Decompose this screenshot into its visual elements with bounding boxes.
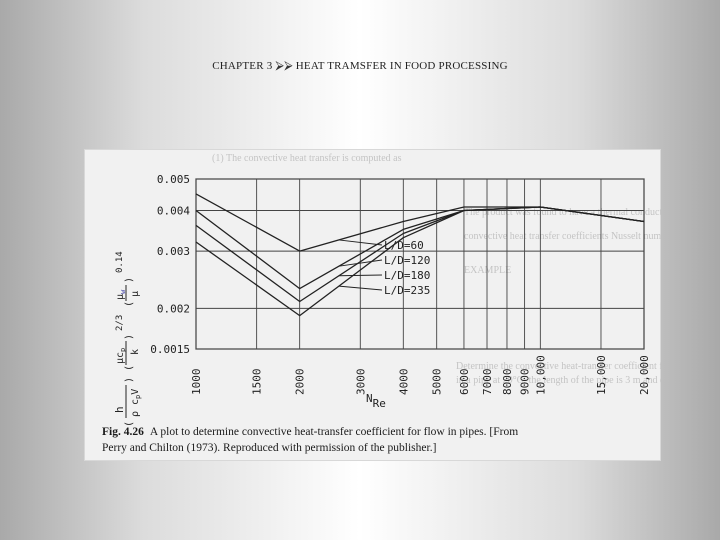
x-tick-labels: 1000 1500 2000 3000 4000 5000 6000 7000 8000 9000… xyxy=(190,355,651,395)
y-label-k: k xyxy=(130,349,141,355)
x-tick-label: 15,000 xyxy=(595,355,608,395)
figure-caption-line-2: Perry and Chilton (1973). Reproduced wit… xyxy=(102,442,436,454)
y-label-open-1: ( xyxy=(124,421,135,427)
x-tick-label: 2000 xyxy=(294,369,307,396)
background-text: (1) The convective heat transfer is comp… xyxy=(212,153,661,386)
slide-header: CHAPTER 3 ⮚⮚ HEAT TRAMSFER IN FOOD PROCE… xyxy=(0,58,720,73)
legend-label: L/D=180 xyxy=(384,269,430,282)
background-text-line: convective heat transfer coefficients Nu… xyxy=(464,231,661,242)
legend-leaders xyxy=(338,239,383,291)
chart-series xyxy=(195,193,645,317)
legend-label: L/D=120 xyxy=(384,254,430,267)
y-tick-label: 0.003 xyxy=(157,245,190,258)
caption-label: Fig. 4.26 xyxy=(102,426,144,438)
x-tick-label: 4000 xyxy=(397,369,410,396)
x-tick-label: 6000 xyxy=(458,369,471,396)
y-tick-label: 0.005 xyxy=(157,173,190,186)
legend-leader-line xyxy=(338,259,383,267)
arrow-bullet-icon: ⮚⮚ xyxy=(275,58,293,72)
series-line xyxy=(195,206,645,317)
x-tick-label: 7000 xyxy=(481,369,494,396)
y-tick-labels: 0.0015 0.002 0.003 0.004 0.005 xyxy=(150,173,190,356)
legend: L/D=60 L/D=120 L/D=180 L/D=235 xyxy=(384,239,430,297)
background-text-line: EXAMPLE xyxy=(464,265,511,276)
legend-label: L/D=60 xyxy=(384,239,424,252)
chapter-label: CHAPTER 3 xyxy=(212,60,273,72)
x-label-n: N xyxy=(366,392,373,405)
x-tick-label: 1500 xyxy=(251,369,264,396)
chart: 1000 1500 2000 3000 4000 5000 6000 7000 8000 9000… xyxy=(150,173,651,395)
y-label-close-3: ) xyxy=(124,277,135,283)
y-label-mu: μ xyxy=(130,291,141,297)
y-tick-label: 0.002 xyxy=(157,302,190,315)
chapter-title: HEAT TRAMSFER IN FOOD PROCESSING xyxy=(295,60,508,72)
y-label-exp-2: 0.14 xyxy=(115,251,125,273)
figure-canvas: (1) The convective heat transfer is comp… xyxy=(102,153,661,454)
y-label-close-2: ) xyxy=(124,334,135,340)
y-label-exp-1: 2/3 xyxy=(115,315,125,331)
x-tick-label: 5000 xyxy=(431,369,444,396)
y-label-open-3: ( xyxy=(124,301,135,307)
scanned-figure: (1) The convective heat transfer is comp… xyxy=(84,149,661,461)
x-axis-label: NRe xyxy=(366,392,386,410)
legend-leader-line xyxy=(338,239,383,246)
y-label-rhocpv: ρ cpV xyxy=(130,389,142,417)
y-label-h: h xyxy=(113,406,126,413)
y-tick-label: 0.0015 xyxy=(150,343,190,356)
background-text-line: The product was found to have a thermal … xyxy=(464,207,661,218)
y-label-muw: μw xyxy=(115,289,127,300)
legend-label: L/D=235 xyxy=(384,284,430,297)
x-label-re: Re xyxy=(373,397,386,410)
y-tick-label: 0.004 xyxy=(157,205,190,218)
x-tick-label: 20,000 xyxy=(638,355,651,395)
figure-caption-line-1: Fig. 4.26 A plot to determine convective … xyxy=(102,426,518,438)
y-axis-label: ( h ρ cpV ) ( μcp k ) 2/3 ( μw μ ) 0.14 xyxy=(113,251,142,427)
y-label-close-1: ) xyxy=(124,377,135,383)
x-tick-label: 10,000 xyxy=(534,355,547,395)
caption-text-1: A plot to determine convective heat-tran… xyxy=(150,426,518,438)
x-tick-label: 1000 xyxy=(190,369,203,396)
x-tick-label: 3000 xyxy=(354,369,367,396)
legend-leader-line xyxy=(338,274,383,277)
x-tick-label: 9000 xyxy=(519,369,532,396)
x-tick-label: 8000 xyxy=(501,369,514,396)
background-text-line: Determine the convective heat-transfer c… xyxy=(456,361,661,372)
y-label-open-2: ( xyxy=(124,365,135,371)
background-text-line: (1) The convective heat transfer is comp… xyxy=(212,153,402,164)
y-label-mucp: μcp xyxy=(115,348,127,364)
legend-leader-line xyxy=(338,285,383,291)
background-text-line: in a pipe at 20°C; the length of the pip… xyxy=(456,375,661,386)
